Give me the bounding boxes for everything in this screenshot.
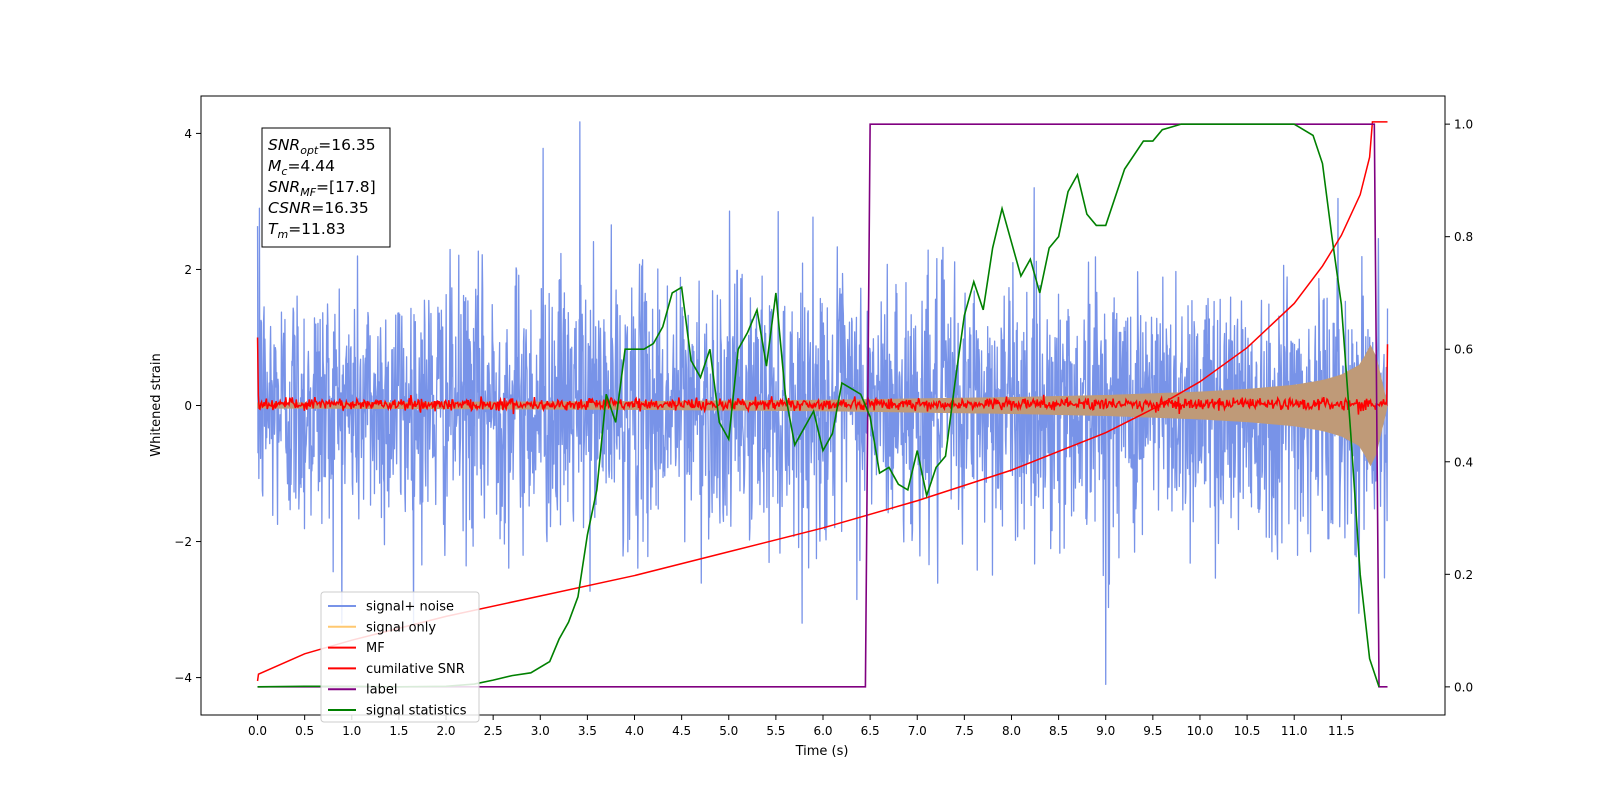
x-tick-label: 1.0 (342, 724, 361, 738)
annotation-line: SNRMF=[17.8] (268, 178, 376, 199)
axis-ticks: 0.0 0.5 1.0 1.5 2.0 2.5 3.0 3.5 4.0 4.5 5.0 5.5 6.0 6… (174, 118, 1473, 738)
x-tick-label: 2.0 (436, 724, 455, 738)
x-tick-label: 0.5 (295, 724, 314, 738)
annotation-frame (261, 127, 391, 248)
x-tick-label: 11.0 (1281, 724, 1308, 738)
x-tick-label: 3.5 (578, 724, 597, 738)
x-tick-label: 2.5 (484, 724, 503, 738)
x-tick-label: 6.5 (861, 724, 880, 738)
x-tick-label: 10.0 (1187, 724, 1214, 738)
x-tick-label: 9.5 (1143, 724, 1162, 738)
y-left-tick-label: 4 (184, 127, 192, 141)
x-axis-label: Time (s) (795, 744, 849, 759)
y-left-tick-label: 0 (184, 399, 192, 413)
legend: signal+ noise signal only MF cumilative SNR… (320, 591, 480, 723)
x-tick-label: 7.0 (908, 724, 927, 738)
series-label (257, 123, 1388, 688)
legend-entry: signal statistics (366, 704, 467, 719)
series-mf (256, 337, 1389, 415)
x-tick-label: 7.5 (955, 724, 974, 738)
y-right-tick-label: 0.8 (1454, 230, 1473, 244)
series-signal-statistics (257, 123, 1380, 688)
x-tick-label: 5.0 (719, 724, 738, 738)
legend-entry: MF (366, 641, 385, 656)
y-right-tick-label: 0.6 (1454, 343, 1473, 357)
x-tick-label: 6.0 (813, 724, 832, 738)
annotation-line: SNRopt=16.35 (268, 136, 376, 157)
y-right-tick-label: 0.4 (1454, 455, 1473, 469)
legend-entry: label (366, 683, 397, 698)
legend-frame (320, 591, 480, 723)
y-left-tick-label: −2 (174, 535, 192, 549)
x-tick-label: 5.5 (766, 724, 785, 738)
legend-entry: signal only (366, 620, 436, 635)
x-tick-label: 0.0 (248, 724, 267, 738)
stats-annotation-box: SNRopt=16.35Mc=4.44SNRMF=[17.8]CSNR=16.3… (261, 127, 391, 248)
x-tick-label: 4.5 (672, 724, 691, 738)
x-tick-label: 4.0 (625, 724, 644, 738)
y-axis-label: Whitened strain (149, 353, 164, 456)
legend-entry: cumilative SNR (366, 662, 465, 677)
annotation-line: Mc=4.44 (268, 157, 335, 178)
x-tick-label: 8.0 (1002, 724, 1021, 738)
y-right-tick-label: 0.2 (1454, 568, 1473, 582)
y-right-tick-label: 1.0 (1454, 118, 1473, 132)
legend-entry: signal+ noise (366, 600, 454, 615)
y-left-tick-label: −4 (174, 671, 192, 685)
y-left-tick-label: 2 (184, 263, 192, 277)
annotation-line: CSNR=16.35 (268, 199, 369, 217)
y-right-tick-label: 0.0 (1454, 680, 1473, 694)
x-tick-label: 8.5 (1049, 724, 1068, 738)
annotation-line: Tm=11.83 (268, 220, 346, 241)
plot-area (256, 121, 1389, 688)
x-tick-label: 9.0 (1096, 724, 1115, 738)
x-tick-label: 10.5 (1234, 724, 1261, 738)
x-tick-label: 1.5 (389, 724, 408, 738)
x-tick-label: 3.0 (531, 724, 550, 738)
x-tick-label: 11.5 (1328, 724, 1355, 738)
